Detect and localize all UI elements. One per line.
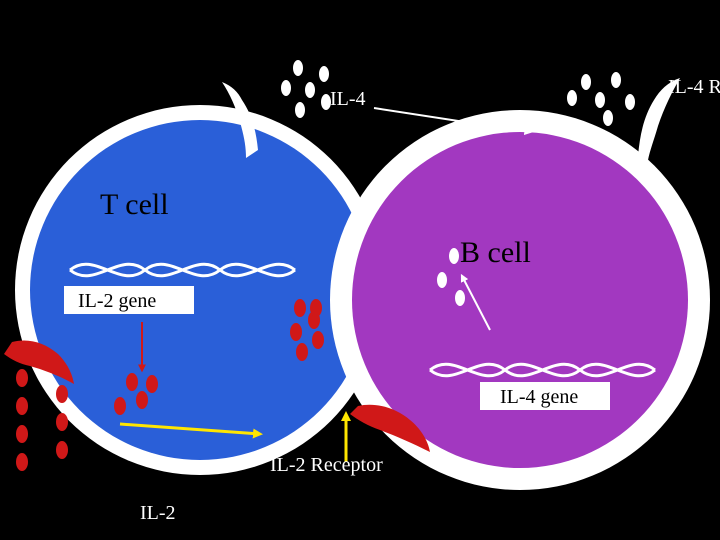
t-cell-label: T cell: [100, 188, 169, 222]
white-top-right-dot-4: [603, 110, 613, 126]
b-cell-label: B cell: [460, 236, 531, 270]
il4-label: IL-4: [330, 88, 366, 111]
b-cell-inner: [352, 132, 688, 468]
il2-label: IL-2: [140, 502, 176, 525]
il4-gene-label: IL-4 gene: [500, 386, 578, 409]
white-top-left-dot-0: [293, 60, 303, 76]
white-top-right-dot-2: [611, 72, 621, 88]
red-left-col-dot-3: [16, 453, 28, 471]
white-top-left-dot-3: [281, 80, 291, 96]
white-top-right-dot-1: [595, 92, 605, 108]
red-left-col2-dot-2: [56, 441, 68, 459]
white-top-left-dot-1: [305, 82, 315, 98]
diagram-title-text: Cytokine Network on a Local Level: [90, 6, 522, 43]
white-top-right-dot-3: [567, 90, 577, 106]
red-left-col-dot-1: [16, 397, 28, 415]
il4-re-label: IL-4 Re: [668, 76, 720, 99]
red-left-col-dot-2: [16, 425, 28, 443]
diagram-title: Cytokine Network on a Local Level: [90, 6, 522, 40]
il2-recept-label: IL-2 Receptor: [270, 454, 383, 477]
red-left-col-dot-0: [16, 369, 28, 387]
white-top-left-dot-4: [295, 102, 305, 118]
white-top-left-dot-2: [319, 66, 329, 82]
il2-gene-label: IL-2 gene: [78, 290, 156, 313]
white-top-right-dot-0: [581, 74, 591, 90]
diagram-stage: Cytokine Network on a Local Level IL-2 ge…: [0, 0, 720, 540]
white-top-right-dot-5: [625, 94, 635, 110]
